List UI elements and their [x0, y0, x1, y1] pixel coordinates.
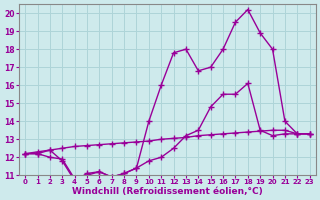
- X-axis label: Windchill (Refroidissement éolien,°C): Windchill (Refroidissement éolien,°C): [72, 187, 263, 196]
